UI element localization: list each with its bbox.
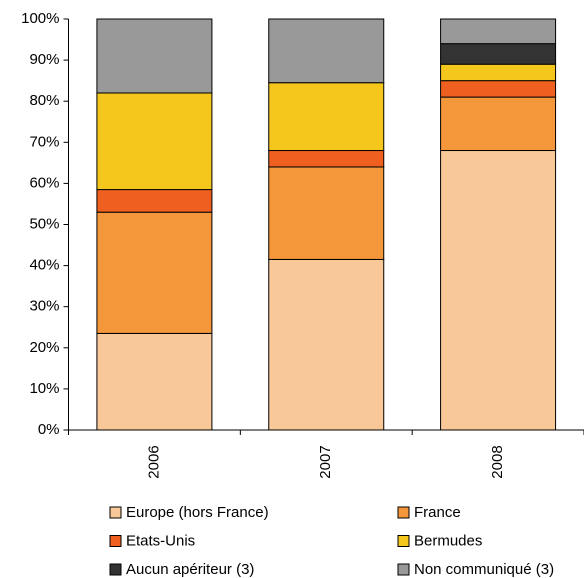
y-tick-label: 100% (21, 10, 59, 27)
bar-segment (440, 96, 557, 152)
bar-segment (96, 332, 213, 431)
x-tick-label: 2006 (145, 445, 162, 478)
x-tick-label: 2007 (317, 445, 334, 478)
y-tick-label: 30% (29, 298, 59, 315)
x-tick-label: 2008 (489, 445, 506, 478)
legend-swatch (109, 535, 122, 547)
y-tick-label: 90% (29, 51, 59, 68)
y-tick-label: 40% (29, 257, 59, 274)
legend-swatch (397, 563, 410, 576)
bar-segment (268, 258, 385, 431)
legend-swatch (397, 506, 410, 519)
legend-swatch (109, 506, 122, 519)
bar-segment (96, 189, 213, 213)
bar-segment (96, 211, 213, 334)
y-tick-label: 60% (29, 174, 59, 191)
bar-segment (440, 150, 557, 431)
legend-label: Etats-Unis (126, 532, 195, 549)
y-tick-label: 0% (38, 421, 60, 438)
y-tick-label: 10% (29, 380, 59, 397)
bar-segment (440, 43, 557, 65)
bar-segment (440, 80, 557, 98)
legend-swatch (109, 563, 122, 576)
legend-label: Bermudes (414, 532, 482, 549)
y-tick-label: 20% (29, 339, 59, 356)
y-tick-label: 70% (29, 133, 59, 150)
y-tick-label: 50% (29, 215, 59, 232)
bar-segment (96, 18, 213, 94)
bar-segment (440, 63, 557, 82)
bar-segment (268, 150, 385, 168)
legend-label: Europe (hors France) (126, 504, 269, 521)
bar-segment (440, 18, 557, 45)
bar-segment (268, 166, 385, 260)
legend-swatch (397, 535, 410, 547)
legend-label: Non communiqué (3) (414, 561, 554, 578)
y-tick-label: 80% (29, 92, 59, 109)
bar-segment (96, 92, 213, 191)
bar-segment (268, 18, 385, 84)
legend-label: Aucun apériteur (3) (126, 561, 254, 578)
bar-segment (268, 82, 385, 152)
legend-label: France (414, 504, 461, 521)
